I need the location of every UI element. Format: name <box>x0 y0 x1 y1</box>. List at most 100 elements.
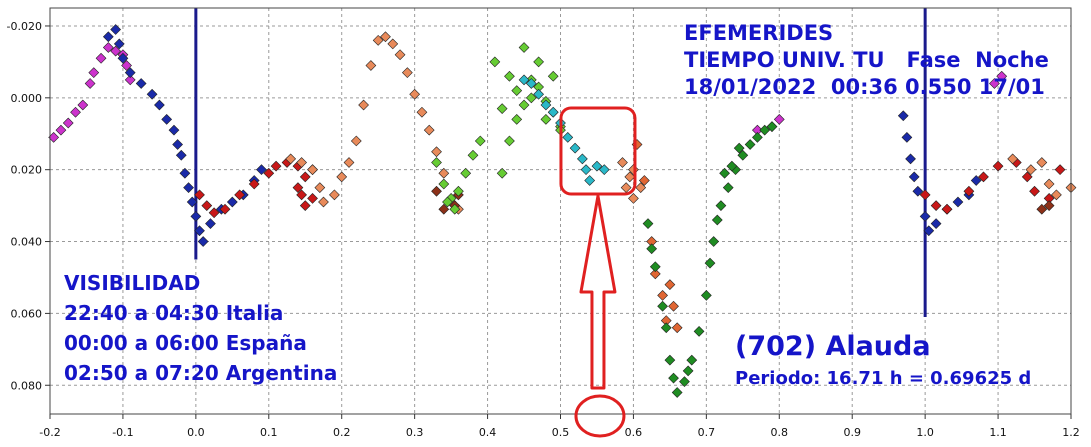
data-point <box>540 114 552 125</box>
data-point <box>642 218 654 229</box>
data-point <box>270 160 282 172</box>
data-point <box>620 182 632 194</box>
data-point <box>168 124 180 136</box>
data-point <box>547 106 559 118</box>
data-point <box>1021 171 1033 183</box>
data-point <box>664 279 676 291</box>
data-point <box>657 300 668 312</box>
data-point <box>318 196 329 208</box>
data-point <box>110 24 122 35</box>
data-point <box>752 124 763 136</box>
data-point <box>708 236 720 247</box>
data-point <box>711 214 723 226</box>
data-point <box>923 225 935 237</box>
data-point <box>84 78 96 89</box>
data-point <box>766 121 778 132</box>
data-point <box>394 49 406 61</box>
y-tick-label: 0.060 <box>11 307 43 320</box>
data-point <box>431 146 442 158</box>
data-point <box>496 167 508 179</box>
data-point <box>343 157 355 168</box>
data-point <box>226 196 238 208</box>
x-tick-label: 1.0 <box>916 426 934 439</box>
data-point <box>912 185 924 197</box>
data-point <box>201 200 213 211</box>
data-point <box>540 99 552 111</box>
data-point <box>431 185 442 197</box>
visibility-title: VISIBILIDAD <box>64 271 201 295</box>
data-point <box>635 182 647 194</box>
data-point <box>121 60 132 71</box>
data-point <box>649 268 661 280</box>
highlight-circle <box>574 394 626 438</box>
data-point <box>580 164 592 176</box>
data-point <box>577 153 588 165</box>
data-point <box>438 178 450 190</box>
data-point <box>737 149 749 161</box>
y-tick-label: 0.080 <box>11 379 43 392</box>
data-point <box>1043 178 1055 190</box>
data-point <box>1043 193 1055 204</box>
ephemeris-values: 18/01/2022 00:36 0.550 17/01 <box>684 75 1045 99</box>
data-point <box>989 78 1000 89</box>
ephemeris-block: EFEMERIDES TIEMPO UNIV. TU Fase Noche 18… <box>684 20 1049 101</box>
data-point <box>161 114 173 125</box>
data-point <box>453 185 464 197</box>
x-tick-label: 0.0 <box>187 426 205 439</box>
data-point <box>438 167 450 179</box>
data-point <box>102 42 114 53</box>
data-point <box>504 135 515 147</box>
data-point <box>88 67 100 79</box>
data-point <box>700 290 712 301</box>
data-point <box>759 124 771 136</box>
data-point <box>719 167 730 179</box>
data-point <box>135 78 147 89</box>
data-point <box>646 243 658 255</box>
data-point <box>511 85 523 97</box>
data-point <box>668 300 679 312</box>
data-point <box>70 106 81 118</box>
data-point <box>722 182 734 194</box>
y-tick-label: 0.020 <box>11 164 43 177</box>
x-tick-label: 0.8 <box>771 426 789 439</box>
data-point <box>154 99 165 111</box>
data-point <box>1054 164 1066 176</box>
data-point <box>1051 189 1062 201</box>
data-point <box>547 70 559 82</box>
data-point <box>77 99 89 111</box>
data-point <box>256 164 267 176</box>
data-point <box>372 34 384 46</box>
data-point <box>533 88 544 100</box>
x-tick-label: 0.3 <box>406 426 424 439</box>
data-point <box>657 290 668 301</box>
data-point <box>95 52 107 64</box>
data-point <box>401 67 413 79</box>
data-point <box>296 157 307 168</box>
data-point <box>172 139 183 150</box>
data-point <box>504 70 515 82</box>
data-point <box>569 142 581 154</box>
highlight-arrow <box>579 194 617 390</box>
data-point <box>518 74 530 86</box>
data-point <box>664 354 676 366</box>
data-point <box>489 56 501 68</box>
data-point <box>124 74 136 86</box>
data-point <box>314 182 326 194</box>
data-point <box>562 131 574 143</box>
data-point <box>996 70 1008 82</box>
data-point <box>660 315 672 326</box>
data-point <box>442 196 453 208</box>
data-point <box>671 322 683 334</box>
data-point <box>525 78 537 89</box>
data-point <box>113 38 125 50</box>
ephemeris-header: TIEMPO UNIV. TU Fase Noche <box>684 48 1049 72</box>
data-point <box>296 189 307 201</box>
data-point <box>460 167 472 179</box>
data-point <box>901 131 913 143</box>
data-point <box>908 171 920 183</box>
data-point <box>248 178 260 190</box>
data-point <box>350 135 362 147</box>
x-tick-label: 0.7 <box>698 426 716 439</box>
data-point <box>190 211 202 222</box>
data-point <box>628 193 639 204</box>
